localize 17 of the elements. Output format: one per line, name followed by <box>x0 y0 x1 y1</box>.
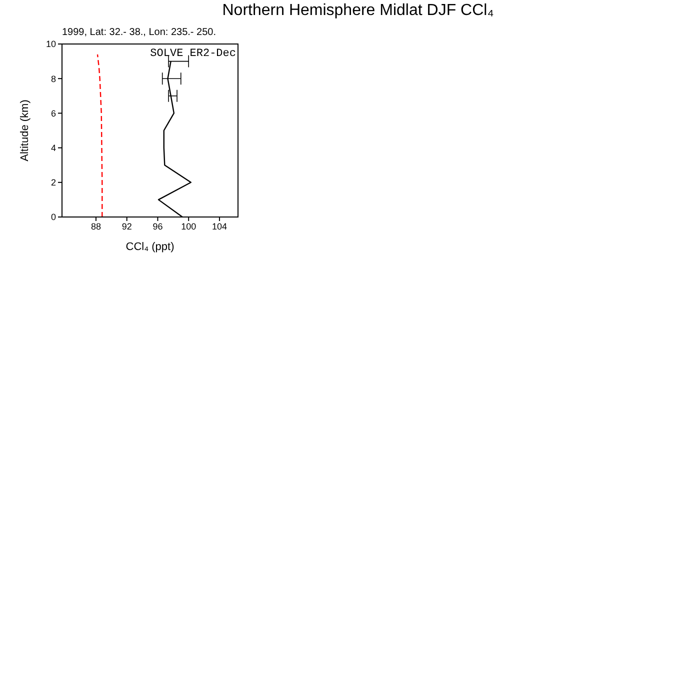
line-series <box>96 54 103 217</box>
x-tick-label: 104 <box>212 221 227 232</box>
y-tick-label: 2 <box>50 178 56 188</box>
x-tick-label: 100 <box>181 221 196 232</box>
x-tick-label: 88 <box>90 221 101 232</box>
y-tick-label: 4 <box>50 142 56 153</box>
y-axis-title: Altitude (km) <box>18 100 31 162</box>
x-axis-title: CCl₄ (ppt) <box>126 241 174 253</box>
x-tick-label: 96 <box>152 221 163 232</box>
chart-subtitle: 1999, Lat: 32.- 38., Lon: 235.- 250. <box>62 27 216 38</box>
x-tick-label: 92 <box>122 221 132 232</box>
y-tick-label: 8 <box>50 74 56 84</box>
y-tick-label: 10 <box>46 39 56 50</box>
text: Northern Hemisphere Midlat DJF CCl₄ <box>221 2 495 20</box>
y-tick-label: 0 <box>50 212 56 222</box>
y-tick-label: 6 <box>50 108 56 118</box>
series-label: SOLVE ER2-Dec <box>150 48 236 60</box>
